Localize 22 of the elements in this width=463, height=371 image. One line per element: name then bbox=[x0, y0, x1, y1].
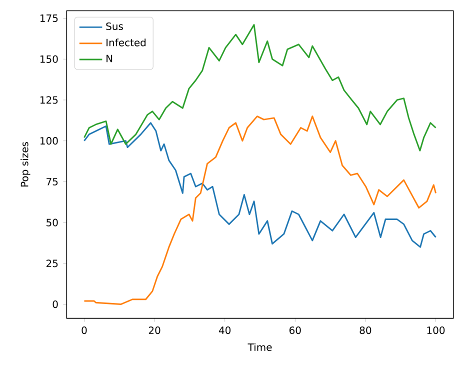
line-series bbox=[84, 122, 436, 248]
y-tick-label: 100 bbox=[40, 137, 58, 145]
line-series bbox=[84, 116, 436, 306]
y-axis-title: Pop sizes bbox=[20, 142, 30, 187]
y-tick-label: 0 bbox=[52, 300, 58, 308]
y-tick-label: 150 bbox=[40, 55, 58, 63]
y-tick-label: 25 bbox=[46, 260, 58, 268]
y-tick-label: 125 bbox=[40, 96, 58, 104]
line-series bbox=[84, 24, 436, 152]
x-axis-title: Time bbox=[248, 343, 272, 351]
x-tick-label: 100 bbox=[427, 326, 445, 334]
x-tick-label: 40 bbox=[218, 326, 231, 334]
y-tick-label: 75 bbox=[46, 178, 58, 186]
y-tick-label: 50 bbox=[46, 218, 58, 226]
y-tick-label: 175 bbox=[40, 14, 58, 22]
legend-label: N bbox=[106, 54, 112, 62]
x-tick-label: 20 bbox=[148, 326, 160, 334]
x-tick-label: 0 bbox=[82, 326, 87, 334]
x-tick-label: 60 bbox=[289, 326, 301, 334]
legend-label: Sus bbox=[106, 22, 123, 30]
x-tick-label: 80 bbox=[360, 326, 372, 334]
legend-label: Infected bbox=[106, 38, 146, 46]
